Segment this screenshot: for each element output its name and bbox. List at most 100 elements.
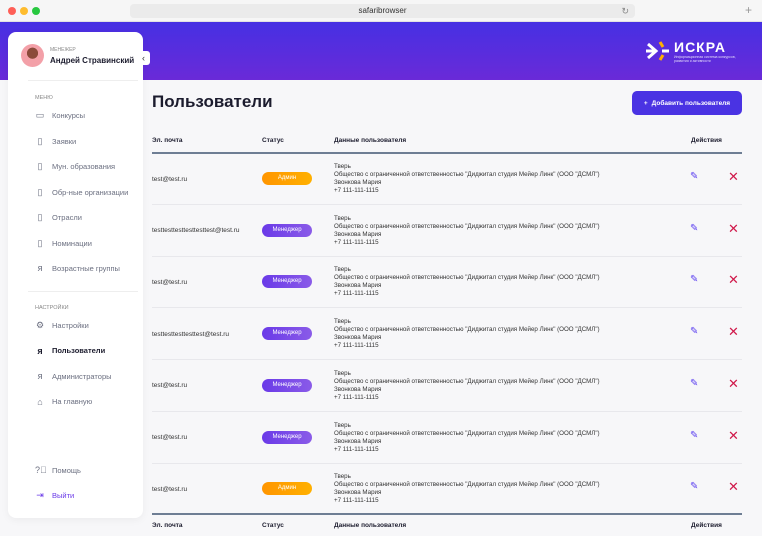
minimize-window-button[interactable] [20,7,28,15]
avatar[interactable] [21,44,44,67]
delete-icon[interactable]: ✕ [728,272,739,288]
phone: +7 111-111-1115 [334,393,379,401]
contact-person: Звонкова Мария [334,489,382,497]
page-title: Пользователи [152,92,273,111]
gear-icon: ⚙ [35,320,45,330]
sidebar-item-menu-6[interactable]: ᴙ Возрастные группы [35,263,120,273]
close-window-button[interactable] [8,7,16,15]
table-row: testtesttesttesttesttest@test.ru Менедже… [152,205,742,257]
footer-divider [152,513,742,515]
email-cell: test@test.ru [152,382,188,390]
sidebar-item-help[interactable]: ?⃝ Помощь [35,465,81,475]
logout-icon: ⇥ [36,490,44,500]
sidebar-item-settings-1[interactable]: ᴙ Пользователи [35,346,105,356]
sidebar-item-label: На главную [52,397,93,406]
user-icon: ᴙ [37,345,43,356]
column-header-status: Статус [262,137,284,144]
reload-icon[interactable]: ↻ [621,6,629,16]
email-cell: test@test.ru [152,485,188,493]
city: Тверь [334,473,351,481]
status-badge: Менеджер [262,223,312,237]
home-icon: ⌂ [37,396,43,407]
organization: Общество с ограниченной ответственностью… [334,481,600,489]
status-badge: Админ [262,172,312,185]
edit-icon[interactable]: ✎ [690,429,699,441]
phone: +7 111-111-1115 [334,187,379,194]
sidebar-item-label: Настройки [52,321,89,330]
delete-icon[interactable]: ✕ [728,169,739,184]
edit-icon[interactable]: ✎ [690,481,699,493]
sidebar-item-label: Администраторы [52,371,112,381]
organization: Общество с ограниченной ответственностью… [334,377,600,385]
sidebar-item-label: Мун. образования [52,162,116,171]
sidebar-item-menu-3[interactable]: ▯ Обр-ные организации [35,187,129,198]
email-cell: test@test.ru [152,175,188,183]
email-cell: testtesttesttesttesttest@test.ru [152,227,240,235]
maximize-window-button[interactable] [32,7,40,15]
sidebar-item-settings-0[interactable]: ⚙ Настройки [35,320,89,331]
delete-icon[interactable]: ✕ [728,220,739,236]
contact-person: Звонкова Мария [334,179,382,186]
sidebar-item-menu-0[interactable]: ▭ Конкурсы [35,110,85,121]
contact-person: Звонкова Мария [334,334,382,342]
calendar-icon: ▭ [35,110,45,120]
sidebar-item-label: Пользователи [52,346,106,355]
edit-icon[interactable]: ✎ [690,326,699,338]
phone: +7 111-111-1115 [334,445,379,453]
delete-icon[interactable]: ✕ [728,324,739,340]
city: Тверь [334,163,351,170]
settings-section-label: НАСТРОЙКИ [35,305,69,311]
sidebar-item-menu-2[interactable]: ▯ Мун. образования [35,161,116,172]
user-data-cell: Тверь Общество с ограниченной ответственн… [334,163,600,195]
logout-button[interactable]: ⇥ Выйти [35,490,74,501]
delete-icon[interactable]: ✕ [728,479,739,495]
city: Тверь [334,421,351,429]
sidebar-item-menu-5[interactable]: ▯ Номинации [35,238,92,249]
sidebar-item-label: Помощь [52,465,81,475]
organization: Общество с ограниченной ответственностью… [334,429,600,437]
logo: ИСКРА Информационная система конкурсов, … [646,39,744,63]
divider [28,80,138,81]
sidebar-item-menu-1[interactable]: ▯ Заявки [35,135,77,147]
sidebar-item-label: Заявки [52,136,77,146]
contact-person: Звонкова Мария [334,282,382,290]
table-row: test@test.ru Менеджер Тверь Общество с ог… [152,256,742,309]
delete-icon[interactable]: ✕ [728,427,739,443]
sidebar-item-label: Выйти [52,491,75,500]
edit-icon[interactable]: ✎ [690,274,699,286]
document-icon: ▯ [37,212,43,222]
phone: +7 111-111-1115 [334,290,379,298]
city: Тверь [334,369,351,377]
footer-header-actions: Действия [691,522,722,529]
organization: Общество с ограниченной ответственностью… [334,326,600,334]
user-role: МЕНЕЖЕР [50,47,76,53]
city: Тверь [334,266,351,274]
add-user-button[interactable]: + Добавить пользователя [632,91,742,115]
help-icon: ?⃝ [35,465,47,475]
edit-icon[interactable]: ✎ [690,222,699,234]
new-tab-button[interactable]: + [744,3,752,17]
status-badge: Менеджер [262,378,312,392]
edit-icon[interactable]: ✎ [690,171,699,182]
url-text: safaribrowser [358,6,407,15]
organization: Общество с ограниченной ответственностью… [334,171,600,178]
table-row: test@test.ru Админ Тверь Общество с огран… [152,153,742,205]
document-icon: ▯ [37,135,43,146]
email-cell: testtesttesttesttest@test.ru [152,330,230,338]
address-bar[interactable]: safaribrowser ↻ [130,4,635,18]
edit-icon[interactable]: ✎ [690,377,699,389]
sidebar-item-settings-3[interactable]: ⌂ На главную [35,397,92,407]
sidebar-item-settings-2[interactable]: ᴙ Администраторы [35,371,112,381]
delete-icon[interactable]: ✕ [728,375,739,391]
sidebar-item-label: Возрастные группы [52,263,120,273]
collapse-sidebar-button[interactable]: ‹ [137,51,150,65]
email-cell: test@test.ru [152,434,188,441]
sidebar-item-menu-4[interactable]: ▯ Отрасли [35,212,82,223]
sidebar-item-label: Номинации [52,238,92,248]
sidebar: МЕНЕЖЕР Андрей Стравинский МЕНЮ ▭ Конкурс… [8,32,143,518]
city: Тверь [334,214,351,222]
user-data-cell: Тверь Общество с ограниченной ответственн… [334,215,600,247]
logo-mark-icon [646,41,669,61]
user-data-cell: Тверь Общество с ограниченной ответственн… [334,318,600,350]
contact-person: Звонкова Мария [334,437,382,445]
